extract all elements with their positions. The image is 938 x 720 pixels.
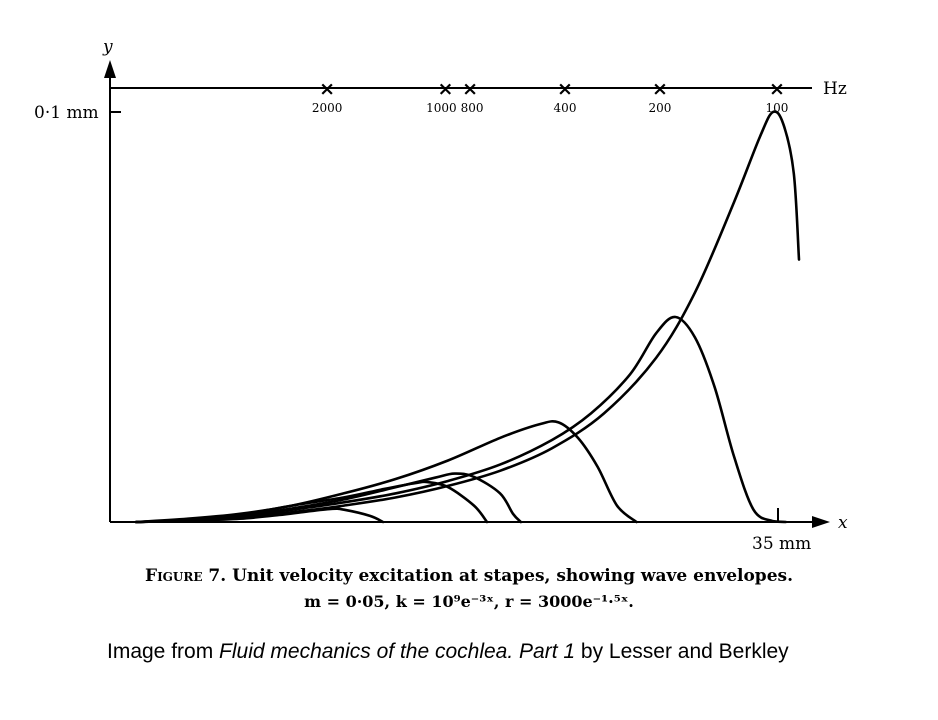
frequency-markers: ×2000×1000×800×400×200×100 [312,78,789,115]
envelope-chart: y 0·1 mm x 35 mm Hz ×2000×1000×800×400×2… [34,37,848,554]
frequency-marker: ×2000 [312,78,343,115]
y-tick-label: 0·1 mm [34,103,99,123]
figure-caption-text: 7. Unit velocity excitation at stapes, s… [202,566,793,586]
envelope-curves [134,110,801,524]
frequency-marker-label: 200 [648,101,671,115]
frequency-marker: ×100 [765,78,788,115]
frequency-marker: ×800 [461,78,484,115]
figure-word: Figure [145,566,203,586]
frequency-axis-unit: Hz [823,79,847,99]
figure-caption: Figure 7. Unit velocity excitation at st… [0,566,938,586]
frequency-marker-label: 100 [765,101,788,115]
x-axis-label: x [838,513,848,533]
parameter-equations: m = 0·05, k = 10⁹e⁻³ˣ, r = 3000e⁻¹·⁵ˣ. [304,592,634,611]
credit-prefix: Image from [107,640,220,663]
credit-suffix: by Lesser and Berkley [575,640,789,663]
frequency-marker-cross: × [437,78,453,100]
frequency-marker-cross: × [652,78,668,100]
credit-title: Fluid mechanics of the cochlea. Part 1 [219,640,576,663]
frequency-marker: ×200 [648,78,671,115]
envelope-curve-5 [134,315,788,524]
frequency-marker-label: 2000 [312,101,343,115]
x-axis-arrow [812,516,830,528]
frequency-marker-label: 800 [461,101,484,115]
envelope-curve-6 [134,110,801,524]
image-credit: Image from Fluid mechanics of the cochle… [107,640,789,664]
frequency-marker-cross: × [319,78,335,100]
frequency-marker-cross: × [462,78,478,100]
x-end-label: 35 mm [752,534,811,554]
envelope-curve-4 [134,420,638,524]
y-axis-arrow [104,60,116,78]
frequency-marker-cross: × [769,78,785,100]
frequency-marker-cross: × [557,78,573,100]
y-axis-label: y [102,37,113,57]
frequency-marker-label: 1000 [426,101,457,115]
frequency-marker: ×1000 [426,78,457,115]
frequency-marker-label: 400 [554,101,577,115]
frequency-marker: ×400 [554,78,577,115]
